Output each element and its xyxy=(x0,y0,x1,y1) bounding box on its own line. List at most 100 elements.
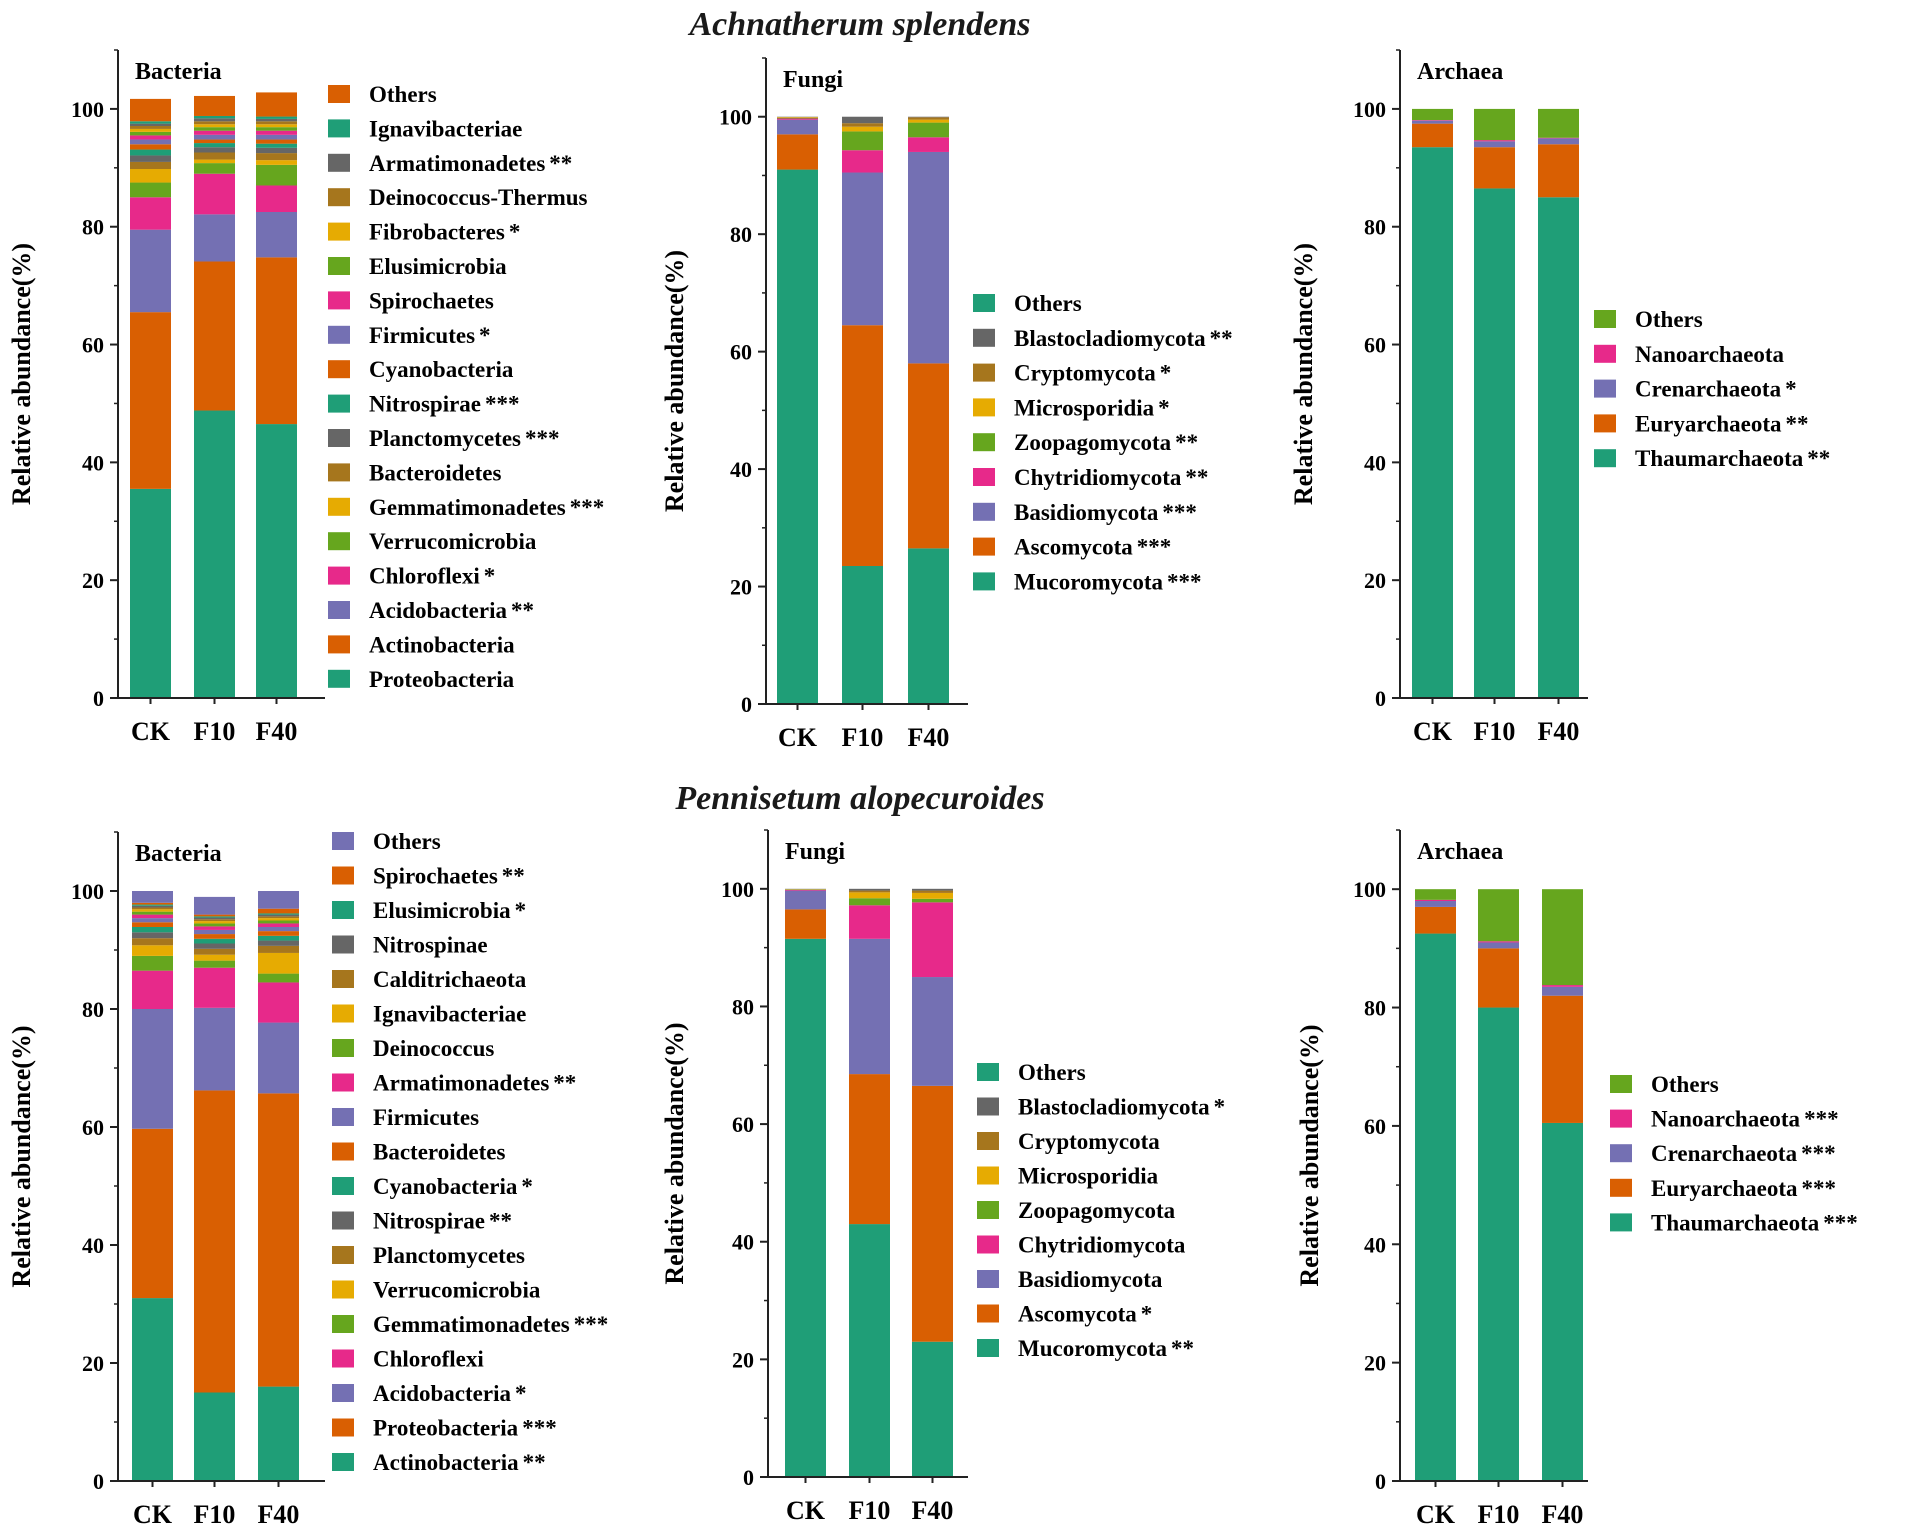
legend-label: Planctomycetes xyxy=(373,1243,525,1268)
bar-segment xyxy=(194,917,235,920)
significance-mark: *** xyxy=(1137,535,1172,560)
bar-segment xyxy=(194,139,235,144)
legend-swatch xyxy=(1610,1075,1632,1093)
x-tick-label: F40 xyxy=(908,723,950,752)
legend-label: Cryptomycota * xyxy=(1014,361,1171,386)
bar-segment xyxy=(130,488,171,698)
bar-segment xyxy=(908,119,949,123)
y-tick-label: 80 xyxy=(82,997,104,1022)
bar-segment xyxy=(132,914,173,919)
y-tick-label: 40 xyxy=(1364,1232,1386,1257)
y-tick-label: 0 xyxy=(743,1465,754,1490)
legend-swatch xyxy=(332,1108,354,1126)
y-tick-label: 100 xyxy=(71,879,104,904)
bar-segment xyxy=(194,896,235,915)
bar-segment xyxy=(256,121,297,125)
legend-swatch xyxy=(328,566,350,585)
bar-segment xyxy=(908,548,949,704)
legend-swatch xyxy=(973,328,995,347)
legend-swatch xyxy=(332,1004,354,1023)
bar-segment xyxy=(256,147,297,154)
significance-mark: *** xyxy=(1801,1141,1836,1166)
y-axis-label: Relative abundance(%) xyxy=(660,1022,689,1284)
significance-mark: ** xyxy=(1171,1336,1194,1361)
x-tick-label: F10 xyxy=(194,717,236,746)
bar-segment xyxy=(258,916,299,919)
bar-segment xyxy=(1542,1122,1583,1481)
y-tick-label: 100 xyxy=(1353,97,1386,122)
panel-title: Bacteria xyxy=(135,841,222,867)
bar-segment xyxy=(130,149,171,156)
x-tick-label: F40 xyxy=(912,1496,954,1525)
legend-label: Armatimonadetes ** xyxy=(373,1071,576,1096)
bar-segment xyxy=(256,116,297,119)
legend-swatch xyxy=(332,970,354,988)
bar-segment xyxy=(256,118,297,122)
legend-swatch xyxy=(332,1280,354,1299)
significance-mark: * xyxy=(479,323,491,348)
legend-swatch xyxy=(328,497,350,516)
significance-mark: * xyxy=(484,564,496,589)
legend-label: Ascomycota *** xyxy=(1014,535,1171,560)
y-axis-label: Relative abundance(%) xyxy=(7,1025,36,1287)
y-tick-label: 100 xyxy=(719,105,752,130)
chart-panel-5: CK F10 F40 0 20 40 60 80 100 Relative abundance(%… xyxy=(660,829,1225,1525)
x-tick-label: CK xyxy=(1416,1500,1456,1529)
legend-swatch xyxy=(328,601,350,619)
bar-segment xyxy=(194,410,235,698)
bar-segment xyxy=(132,922,173,927)
y-tick-label: 60 xyxy=(730,340,752,365)
bar-segment xyxy=(194,921,235,924)
legend-label: Thaumarchaeota ** xyxy=(1635,446,1830,471)
bar-segment xyxy=(256,153,297,161)
significance-mark: ** xyxy=(523,1450,546,1475)
legend-swatch xyxy=(328,257,350,275)
bar-segment xyxy=(258,891,299,909)
legend-label: Zoopagomycota ** xyxy=(1014,430,1198,455)
chart-panel-3: CK F10 F40 0 20 40 60 80 100 Relative abundance(%… xyxy=(1289,49,1830,746)
legend-label: Others xyxy=(1014,291,1082,316)
legend-label: Others xyxy=(369,82,437,107)
significance-mark: * xyxy=(1141,1302,1153,1327)
legend-swatch xyxy=(973,294,995,312)
panel-title: Bacteria xyxy=(135,59,222,85)
legend-swatch xyxy=(973,537,995,556)
significance-mark: *** xyxy=(522,1416,557,1441)
legend-label: Acidobacteria ** xyxy=(369,598,534,623)
legend-label: Firmicutes * xyxy=(369,323,491,348)
bar-segment xyxy=(842,565,883,704)
y-tick-label: 40 xyxy=(732,1230,754,1255)
y-tick-label: 60 xyxy=(732,1112,754,1137)
bar-segment xyxy=(256,124,297,128)
bar-segment xyxy=(256,424,297,698)
bar-segment xyxy=(1542,986,1583,996)
bar-segment xyxy=(256,257,297,425)
bar-segment xyxy=(130,197,171,230)
bar-segment xyxy=(258,923,299,927)
y-axis-label: Relative abundance(%) xyxy=(660,250,689,512)
x-tick-label: F40 xyxy=(1542,1500,1584,1529)
y-tick-label: 100 xyxy=(721,877,754,902)
legend-swatch xyxy=(332,866,354,885)
legend-label: Firmicutes xyxy=(373,1105,479,1130)
legend-swatch xyxy=(332,1211,354,1230)
y-tick-label: 40 xyxy=(1364,450,1386,475)
bar-segment xyxy=(842,126,883,132)
bar-segment xyxy=(256,160,297,165)
bar-segment xyxy=(908,151,949,364)
bar-segment xyxy=(258,908,299,914)
bar-segment xyxy=(194,914,235,917)
bar-segment xyxy=(194,967,235,1008)
bar-segment xyxy=(194,134,235,140)
legend-label: Blastocladiomycota * xyxy=(1018,1095,1225,1120)
bar-segment xyxy=(258,973,299,983)
legend-swatch xyxy=(332,1315,354,1333)
bar-segment xyxy=(1542,985,1583,987)
bar-segment xyxy=(912,898,953,903)
bar-segment xyxy=(258,982,299,1023)
significance-mark: *** xyxy=(1162,500,1197,525)
y-tick-label: 80 xyxy=(1364,215,1386,240)
legend-label: Crenarchaeota *** xyxy=(1651,1141,1836,1166)
panel-title: Fungi xyxy=(785,839,845,865)
bar-segment xyxy=(1415,889,1456,900)
